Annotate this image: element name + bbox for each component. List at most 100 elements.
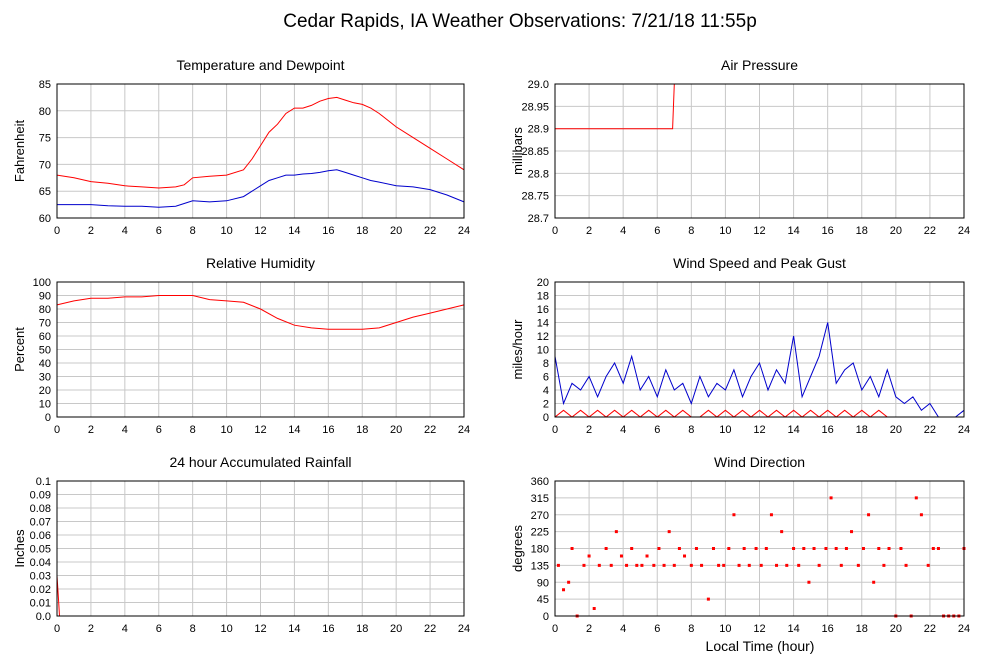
y-tick-label: 0.0: [36, 611, 51, 623]
y-tick-label: 20: [537, 277, 549, 289]
x-tick-label: 18: [356, 225, 368, 237]
y-tick-label: 225: [531, 527, 549, 539]
y-tick-label: 12: [537, 331, 549, 343]
x-tick-label: 2: [88, 225, 94, 237]
plot-frame: [554, 480, 965, 617]
x-tick-label: 8: [190, 424, 196, 436]
data-point: [887, 547, 891, 550]
data-point: [914, 496, 918, 500]
x-tick-label: 0: [54, 623, 60, 635]
data-point: [592, 607, 596, 610]
data-point: [834, 547, 838, 550]
y-tick-label: 0.02: [30, 584, 51, 596]
y-tick-label: 2: [543, 399, 549, 411]
data-point: [570, 547, 574, 550]
chart-title: 24 hour Accumulated Rainfall: [169, 454, 351, 470]
data-point: [844, 547, 848, 550]
data-point: [587, 554, 591, 558]
y-tick-label: 0: [543, 611, 549, 623]
x-tick-label: 22: [424, 623, 436, 635]
x-tick-label: 12: [254, 623, 266, 635]
x-tick-label: 4: [122, 225, 128, 237]
y-tick-label: 80: [39, 106, 51, 118]
data-point: [619, 554, 623, 558]
y-tick-label: 315: [531, 493, 549, 505]
x-tick-label: 8: [190, 225, 196, 237]
data-point: [747, 563, 751, 567]
x-axis-label: Local Time (hour): [706, 638, 815, 654]
y-tick-label: 90: [39, 291, 51, 303]
x-tick-label: 0: [552, 225, 558, 237]
data-point: [677, 547, 681, 550]
data-point: [899, 547, 903, 550]
y-axis-label: Percent: [12, 327, 27, 372]
data-point: [807, 580, 811, 584]
data-point: [722, 563, 726, 567]
x-tick-label: 12: [753, 225, 765, 237]
x-tick-label: 12: [753, 424, 765, 436]
y-tick-label: 6: [543, 372, 549, 384]
x-tick-label: 14: [787, 424, 799, 436]
x-tick-label: 16: [822, 225, 834, 237]
data-point: [839, 563, 843, 567]
x-tick-label: 22: [424, 424, 436, 436]
y-tick-label: 90: [537, 577, 549, 589]
y-tick-label: 28.8: [528, 168, 549, 180]
data-point: [727, 547, 731, 550]
y-tick-label: 16: [537, 304, 549, 316]
x-tick-label: 14: [787, 623, 799, 635]
y-tick-label: 29.0: [528, 79, 549, 91]
data-point: [785, 563, 789, 567]
data-point: [861, 547, 865, 550]
chart-rainfall: 0.00.01 0.020.03 0.040.05 0.060.07 0.080.09 0…: [12, 454, 470, 635]
y-tick-label: 8: [543, 358, 549, 370]
y-tick-label: 45: [537, 594, 549, 606]
x-tick-label: 4: [620, 225, 626, 237]
page-title: Cedar Rapids, IA Weather Observations: 7…: [283, 11, 757, 32]
data-point: [662, 563, 666, 567]
x-tick-label: 4: [122, 623, 128, 635]
data-point: [652, 563, 656, 567]
data-point: [856, 563, 860, 567]
x-tick-label: 24: [458, 225, 470, 237]
x-tick-label: 16: [322, 623, 334, 635]
x-tick-label: 12: [254, 225, 266, 237]
plot-frame: [554, 281, 965, 418]
y-tick-label: 75: [39, 133, 51, 145]
data-point: [812, 547, 816, 550]
x-tick-label: 10: [220, 623, 232, 635]
y-tick-label: 85: [39, 79, 51, 91]
data-point: [780, 530, 784, 534]
y-tick-label: 0.09: [30, 490, 51, 502]
y-tick-label: 30: [39, 372, 51, 384]
chart-title: Temperature and Dewpoint: [176, 57, 344, 73]
x-tick-label: 10: [719, 424, 731, 436]
x-tick-label: 22: [924, 623, 936, 635]
x-tick-label: 24: [958, 424, 970, 436]
x-tick-label: 16: [322, 225, 334, 237]
data-point: [904, 563, 908, 567]
data-point: [926, 563, 930, 567]
data-point: [700, 563, 704, 567]
y-tick-label: 20: [39, 385, 51, 397]
y-tick-label: 10: [537, 345, 549, 357]
x-tick-label: 4: [122, 424, 128, 436]
x-tick-label: 6: [156, 424, 162, 436]
data-point: [877, 547, 881, 550]
data-point: [635, 563, 639, 567]
x-tick-label: 20: [890, 623, 902, 635]
data-point: [711, 547, 715, 550]
plot-frame: [56, 281, 465, 418]
x-tick-label: 14: [787, 225, 799, 237]
x-tick-label: 4: [620, 424, 626, 436]
x-tick-label: 2: [88, 424, 94, 436]
x-tick-label: 0: [54, 225, 60, 237]
data-point: [597, 563, 601, 567]
data-point: [672, 563, 676, 567]
y-tick-label: 80: [39, 304, 51, 316]
x-tick-label: 20: [390, 424, 402, 436]
x-tick-label: 18: [856, 623, 868, 635]
